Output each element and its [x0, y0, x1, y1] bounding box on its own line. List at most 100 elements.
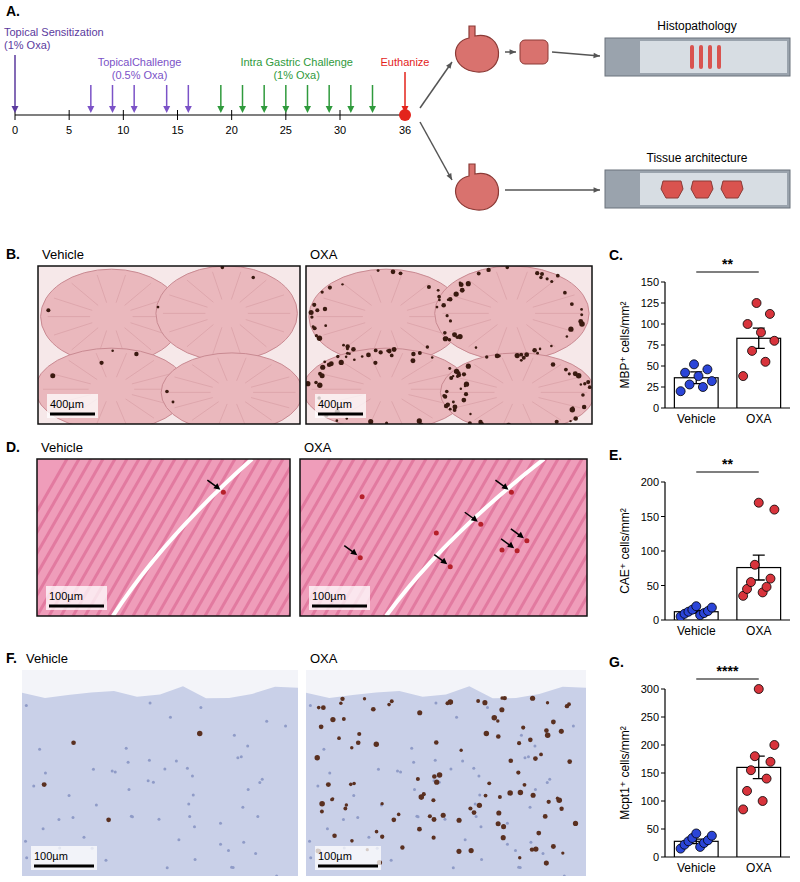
tissue-texture — [539, 398, 581, 408]
image-label: OXA — [310, 247, 338, 262]
tissue-texture — [342, 717, 346, 721]
tissue-texture — [410, 358, 415, 363]
tissue-texture — [449, 408, 452, 411]
tissue-texture — [472, 767, 475, 770]
arrow-head — [326, 106, 333, 113]
tissue-texture — [531, 793, 536, 798]
tissue-texture — [392, 401, 403, 424]
image-frame — [37, 459, 290, 616]
tissue-texture — [438, 299, 441, 302]
tissue-texture — [555, 420, 559, 424]
tissue-texture — [309, 310, 314, 315]
tick-label: 50 — [647, 823, 659, 835]
tissue-texture — [48, 316, 90, 317]
data-point — [758, 797, 767, 806]
tissue-texture — [427, 285, 431, 289]
panel-letter: D. — [6, 439, 20, 455]
tissue-texture — [530, 696, 535, 701]
tissue-texture — [399, 271, 403, 275]
tissue-texture — [187, 803, 190, 806]
tissue-texture — [356, 816, 359, 819]
timeline-tick — [123, 110, 124, 120]
tissue-texture — [363, 697, 366, 700]
event-arrow — [285, 85, 287, 107]
tissue-texture — [191, 774, 194, 777]
image-label: OXA — [310, 651, 338, 666]
lumen — [113, 459, 252, 616]
category-label: Vehicle — [677, 624, 716, 638]
tick-label: 125 — [641, 297, 659, 309]
tissue-texture — [478, 794, 481, 797]
tissue-texture — [517, 327, 527, 355]
tissue-texture — [520, 734, 523, 737]
tissue-region — [306, 686, 586, 876]
tissue-texture — [373, 361, 377, 365]
tissue-texture — [561, 851, 564, 854]
slide — [605, 38, 790, 76]
plot-marks — [674, 498, 780, 620]
arrow-head — [217, 106, 224, 113]
tissue-texture — [418, 351, 422, 355]
tissue-texture — [441, 813, 446, 818]
panel-letter: E. — [609, 447, 622, 463]
y-tick — [661, 585, 665, 586]
y-tick — [661, 773, 665, 774]
tick-label: 150 — [641, 767, 659, 779]
tissue-texture — [246, 745, 249, 748]
tissue-texture — [163, 767, 166, 770]
pointer-arrow-head — [501, 483, 508, 490]
scale-bar — [50, 413, 95, 416]
tick-label: 0 — [653, 614, 659, 626]
tissue-texture — [186, 767, 189, 770]
tissue-texture — [256, 815, 259, 818]
tissue-texture — [335, 419, 338, 422]
tissue-texture — [308, 840, 311, 843]
tissue-texture — [524, 538, 529, 543]
tissue-lobe — [435, 266, 589, 361]
tick-label: 150 — [641, 276, 659, 288]
flow-arrow — [505, 189, 600, 191]
tissue-texture — [492, 459, 582, 616]
tissue-texture — [487, 781, 491, 785]
tissue-texture — [192, 365, 218, 384]
tissue-texture — [125, 328, 151, 350]
tissue-texture — [97, 275, 106, 303]
tissue-texture — [492, 715, 498, 721]
tissue-texture — [532, 348, 537, 353]
tissue-texture — [265, 720, 268, 723]
tissue-texture — [371, 275, 381, 303]
tissue-texture — [547, 800, 551, 804]
tissue-texture — [455, 716, 458, 719]
data-point — [765, 309, 774, 318]
tissue-texture — [496, 272, 506, 300]
tissue-texture — [583, 382, 586, 385]
tissue-texture — [539, 377, 581, 387]
tissue-texture — [44, 771, 47, 774]
tissue-texture — [448, 367, 451, 370]
tissue-texture — [478, 522, 483, 527]
event-label: (1% Oxa) — [273, 69, 319, 81]
tissue-texture — [104, 859, 107, 862]
tick-label: 30 — [334, 124, 346, 136]
tissue-texture — [127, 761, 130, 764]
tissue-texture — [496, 719, 499, 722]
data-point — [750, 752, 759, 761]
tissue-texture — [420, 459, 510, 616]
data-point — [743, 786, 752, 795]
tissue-texture — [187, 325, 213, 347]
tissue-texture — [578, 319, 583, 324]
tissue-texture — [349, 783, 353, 787]
scale-label: 100µm — [312, 590, 346, 602]
scale-patch — [315, 394, 366, 418]
tissue-texture — [413, 788, 416, 791]
tissue-texture — [391, 269, 396, 274]
tissue-texture — [261, 778, 264, 781]
tissue-texture — [265, 459, 290, 616]
tissue-texture — [169, 459, 259, 616]
tissue-texture — [506, 822, 509, 825]
y-tick — [661, 282, 665, 283]
y-tick — [661, 801, 665, 802]
arrow-head — [261, 106, 268, 113]
scale-label: 100µm — [318, 850, 352, 862]
tissue-texture — [567, 759, 572, 764]
